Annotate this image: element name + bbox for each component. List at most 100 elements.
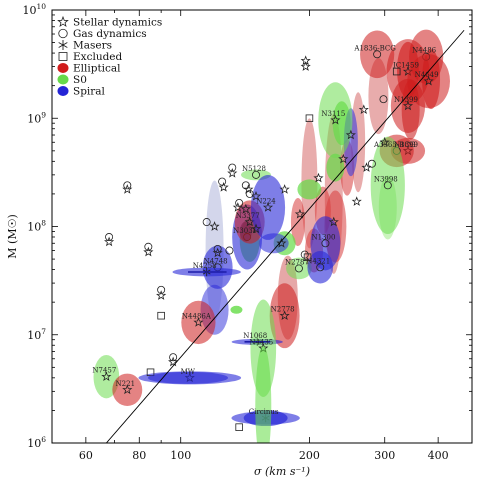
galaxy-label-12: N224 bbox=[256, 197, 276, 205]
data-point-33 bbox=[351, 196, 362, 206]
data-point-17 bbox=[227, 167, 238, 178]
galaxy-label-15: N4258 bbox=[193, 262, 217, 270]
data-point-37 bbox=[379, 95, 388, 104]
galaxy-marker-19 bbox=[279, 310, 290, 321]
data-point-35 bbox=[358, 104, 369, 115]
galaxy-label-24: MW bbox=[181, 368, 196, 376]
galaxy-label-16: N2787 bbox=[285, 258, 309, 266]
legend-swatch-2 bbox=[57, 86, 69, 96]
galaxy-label-8: N3115 bbox=[321, 110, 345, 118]
galaxy-label-22: N7457 bbox=[92, 367, 116, 375]
data-point-42 bbox=[225, 246, 234, 255]
x-tick-label-1: 80 bbox=[132, 449, 146, 462]
galaxy-label-25: Circinus bbox=[249, 408, 279, 416]
mw-ellipse bbox=[147, 371, 228, 384]
legend-type-label-1: S0 bbox=[73, 74, 87, 86]
y-tick-label-3: 109 bbox=[27, 110, 46, 125]
legend-label-star: Stellar dynamics bbox=[73, 17, 162, 29]
galaxy-label-11: N3377 bbox=[236, 212, 260, 220]
galaxy-marker-7 bbox=[383, 181, 392, 190]
data-point-38 bbox=[300, 250, 309, 259]
legend-symbol-circle bbox=[58, 28, 68, 39]
galaxy-marker-3 bbox=[423, 75, 434, 86]
galaxy-marker-0 bbox=[373, 50, 382, 59]
data-point-14 bbox=[218, 177, 227, 186]
data-point-40 bbox=[250, 223, 262, 234]
x-tick-label-4: 300 bbox=[374, 449, 395, 462]
galaxy-ellipse-23 bbox=[112, 373, 143, 407]
y-tick-label-1: 107 bbox=[27, 327, 46, 342]
n4435-ellipse bbox=[255, 345, 272, 443]
data-point-0 bbox=[123, 181, 132, 190]
data-point-2 bbox=[105, 233, 114, 241]
galaxy-ellipse-0 bbox=[360, 30, 395, 79]
galaxy-marker-23 bbox=[122, 384, 133, 395]
data-point-19 bbox=[243, 184, 254, 194]
galaxy-marker-8 bbox=[330, 114, 341, 125]
error-ellipse-16 bbox=[297, 179, 322, 200]
chart-marks bbox=[93, 29, 465, 443]
chart-axes: 60 80 100 200 300 400 106 107 108 109 1010 σ (km s⁻… bbox=[6, 2, 472, 478]
legend-type-label-2: Spiral bbox=[73, 86, 106, 98]
galaxy-label-17: N4321 bbox=[306, 257, 330, 265]
x-tick-label-0: 60 bbox=[79, 449, 93, 462]
data-point-28 bbox=[279, 184, 290, 194]
data-point-11 bbox=[209, 221, 220, 231]
data-point-3 bbox=[104, 236, 115, 247]
error-ellipse-24 bbox=[230, 305, 243, 314]
data-point-30 bbox=[338, 153, 349, 164]
galaxy-ellipse-18 bbox=[181, 300, 216, 345]
y-tick-label-4: 1010 bbox=[22, 2, 46, 17]
galaxy-label-1: N4486 bbox=[412, 47, 436, 55]
data-point-47 bbox=[235, 423, 243, 431]
galaxy-label-7: N3998 bbox=[374, 175, 398, 183]
x-tick-label-2: 100 bbox=[170, 449, 191, 462]
galaxy-marker-16 bbox=[294, 264, 303, 273]
data-point-27 bbox=[300, 61, 311, 71]
galaxy-label-6: A3565-BCG bbox=[373, 141, 416, 149]
data-point-5 bbox=[143, 246, 154, 257]
galaxy-marker-10 bbox=[252, 170, 260, 179]
x-tick-label-5: 400 bbox=[428, 449, 449, 462]
galaxy-ellipse-12 bbox=[250, 174, 286, 240]
galaxy-label-21: N4435 bbox=[249, 338, 273, 346]
galaxy-marker-4 bbox=[402, 100, 414, 111]
y-tick-label-2: 108 bbox=[27, 219, 46, 234]
galaxy-label-2: IC1459 bbox=[393, 62, 419, 70]
data-point-4 bbox=[144, 242, 153, 251]
galaxy-label-3: N4649 bbox=[415, 71, 439, 79]
data-point-31 bbox=[294, 208, 305, 219]
galaxy-label-14: N4748 bbox=[204, 257, 228, 265]
data-point-20 bbox=[235, 198, 244, 207]
data-point-23 bbox=[250, 190, 262, 201]
galaxy-label-4: N1399 bbox=[394, 96, 418, 104]
data-point-6 bbox=[157, 285, 166, 294]
data-point-13 bbox=[212, 247, 223, 258]
galaxy-label-18: N4486A bbox=[182, 312, 212, 320]
data-point-48 bbox=[303, 253, 312, 262]
x-tick-label-3: 200 bbox=[299, 449, 320, 462]
galaxy-ellipse-14 bbox=[202, 245, 233, 289]
legend-label-square: Excluded bbox=[73, 51, 123, 63]
error-ellipse-13 bbox=[326, 153, 345, 182]
data-point-32 bbox=[345, 129, 356, 140]
legend-swatch-0 bbox=[57, 63, 69, 73]
galaxy-label-19: N2778 bbox=[271, 306, 295, 314]
data-point-8 bbox=[169, 353, 178, 362]
chart-decorations: A1836-BCG N4486IC1459N4649N1399N1399A3565… bbox=[92, 44, 438, 416]
data-point-9 bbox=[168, 356, 179, 367]
y-tick-label-0: 106 bbox=[27, 435, 46, 450]
data-point-22 bbox=[245, 189, 254, 198]
legend-symbol-square bbox=[58, 52, 68, 61]
galaxy-marker-12 bbox=[262, 202, 274, 212]
galaxy-ellipse-7 bbox=[370, 136, 405, 235]
data-point-12 bbox=[213, 245, 222, 253]
galaxy-label-9: N3031 bbox=[233, 227, 257, 235]
data-point-43 bbox=[305, 114, 314, 123]
galaxy-marker-22 bbox=[101, 371, 112, 381]
fit-line bbox=[106, 29, 465, 443]
data-point-34 bbox=[328, 216, 339, 227]
galaxy-label-5: N1399 bbox=[394, 141, 418, 149]
